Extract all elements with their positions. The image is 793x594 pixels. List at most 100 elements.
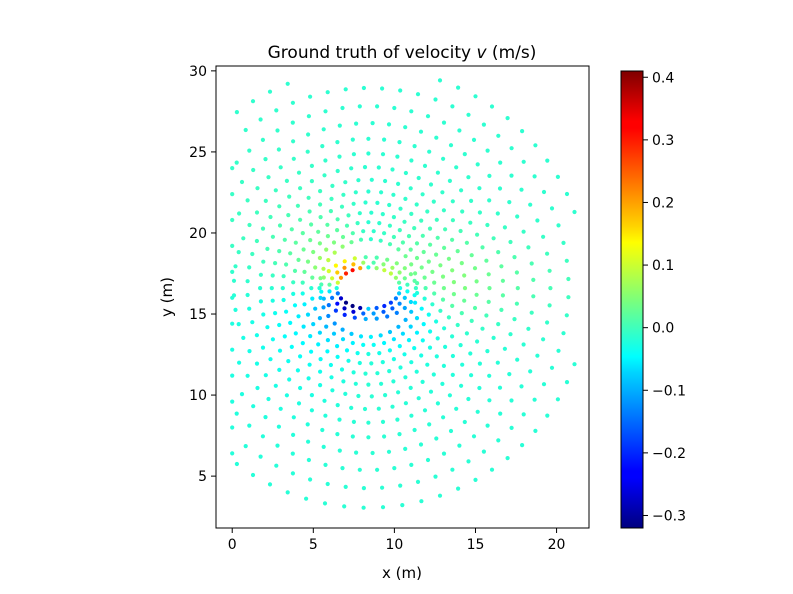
data-point [505,116,510,121]
data-point [509,146,514,151]
data-point [403,401,408,406]
data-point [234,461,239,467]
y-axis-ticks: 5 10 15 20 25 30 [189,64,216,485]
data-point [350,231,355,236]
data-point [533,143,538,148]
data-point [339,204,345,209]
data-point [431,372,436,377]
data-point [316,342,321,347]
data-point [335,140,340,145]
data-point [454,165,459,170]
data-point [333,308,338,313]
data-point [450,372,455,377]
data-point [361,505,366,510]
data-point [371,229,376,234]
data-point [351,309,356,314]
data-point [405,289,410,294]
data-point [296,257,301,262]
data-point [374,255,379,260]
data-point [451,280,456,285]
data-point [403,125,408,130]
data-point [380,485,385,490]
data-point [434,252,439,257]
data-point [327,282,332,287]
data-point [344,223,350,228]
data-point [330,276,335,281]
colorbar-tick-label: 0.2 [652,195,674,211]
data-point [512,317,517,322]
data-point [394,261,399,266]
data-point [391,337,396,342]
data-point [293,331,298,336]
data-point [258,286,263,291]
data-point [378,333,383,338]
data-point [349,240,354,245]
data-point [255,186,260,191]
data-point [409,462,414,467]
data-point [339,367,345,372]
data-point [380,152,386,157]
data-point [561,331,566,336]
data-point [500,278,505,283]
data-point [442,245,447,250]
data-point [291,415,296,420]
data-point [515,357,520,362]
data-point [233,264,238,269]
data-point [382,303,387,309]
data-point [358,237,364,242]
x-tick-label: 20 [548,537,566,553]
data-point [416,175,421,181]
data-point [371,342,376,347]
data-point [289,344,294,349]
data-point [403,196,408,201]
data-point [245,373,250,378]
data-point [351,152,356,157]
data-point [451,292,456,297]
data-point [400,503,405,508]
data-point [289,227,294,232]
data-point [381,262,386,267]
data-point [230,243,235,248]
data-point [328,362,333,368]
data-point [335,291,340,296]
data-point [306,114,311,119]
data-point [337,448,342,453]
data-point [337,123,342,128]
data-point [326,303,331,308]
data-point [497,186,503,191]
data-point [528,202,533,207]
data-point [502,346,507,351]
data-point [361,311,366,316]
data-point [473,94,478,99]
data-point [396,390,401,395]
data-point [435,401,440,406]
data-point [545,158,550,163]
data-point [423,286,428,291]
data-point [464,240,469,245]
data-point [460,362,465,367]
data-point [322,173,327,178]
data-point [497,385,503,390]
data-point [313,265,318,270]
data-point [306,457,311,463]
data-point [378,238,383,243]
data-point [469,198,474,203]
data-point [466,112,471,117]
data-point [508,332,513,337]
data-point [325,349,330,354]
data-point [323,462,328,467]
data-point [526,245,531,250]
data-point [409,413,414,418]
data-point [531,277,536,282]
data-point [403,317,408,322]
data-point [428,182,434,187]
data-point [353,190,358,195]
data-point [309,222,314,227]
data-point [260,226,266,231]
data-point [380,419,386,424]
data-point [484,258,489,263]
data-point [414,241,420,246]
data-point [455,322,460,328]
data-point [342,306,347,311]
data-point [356,393,361,399]
